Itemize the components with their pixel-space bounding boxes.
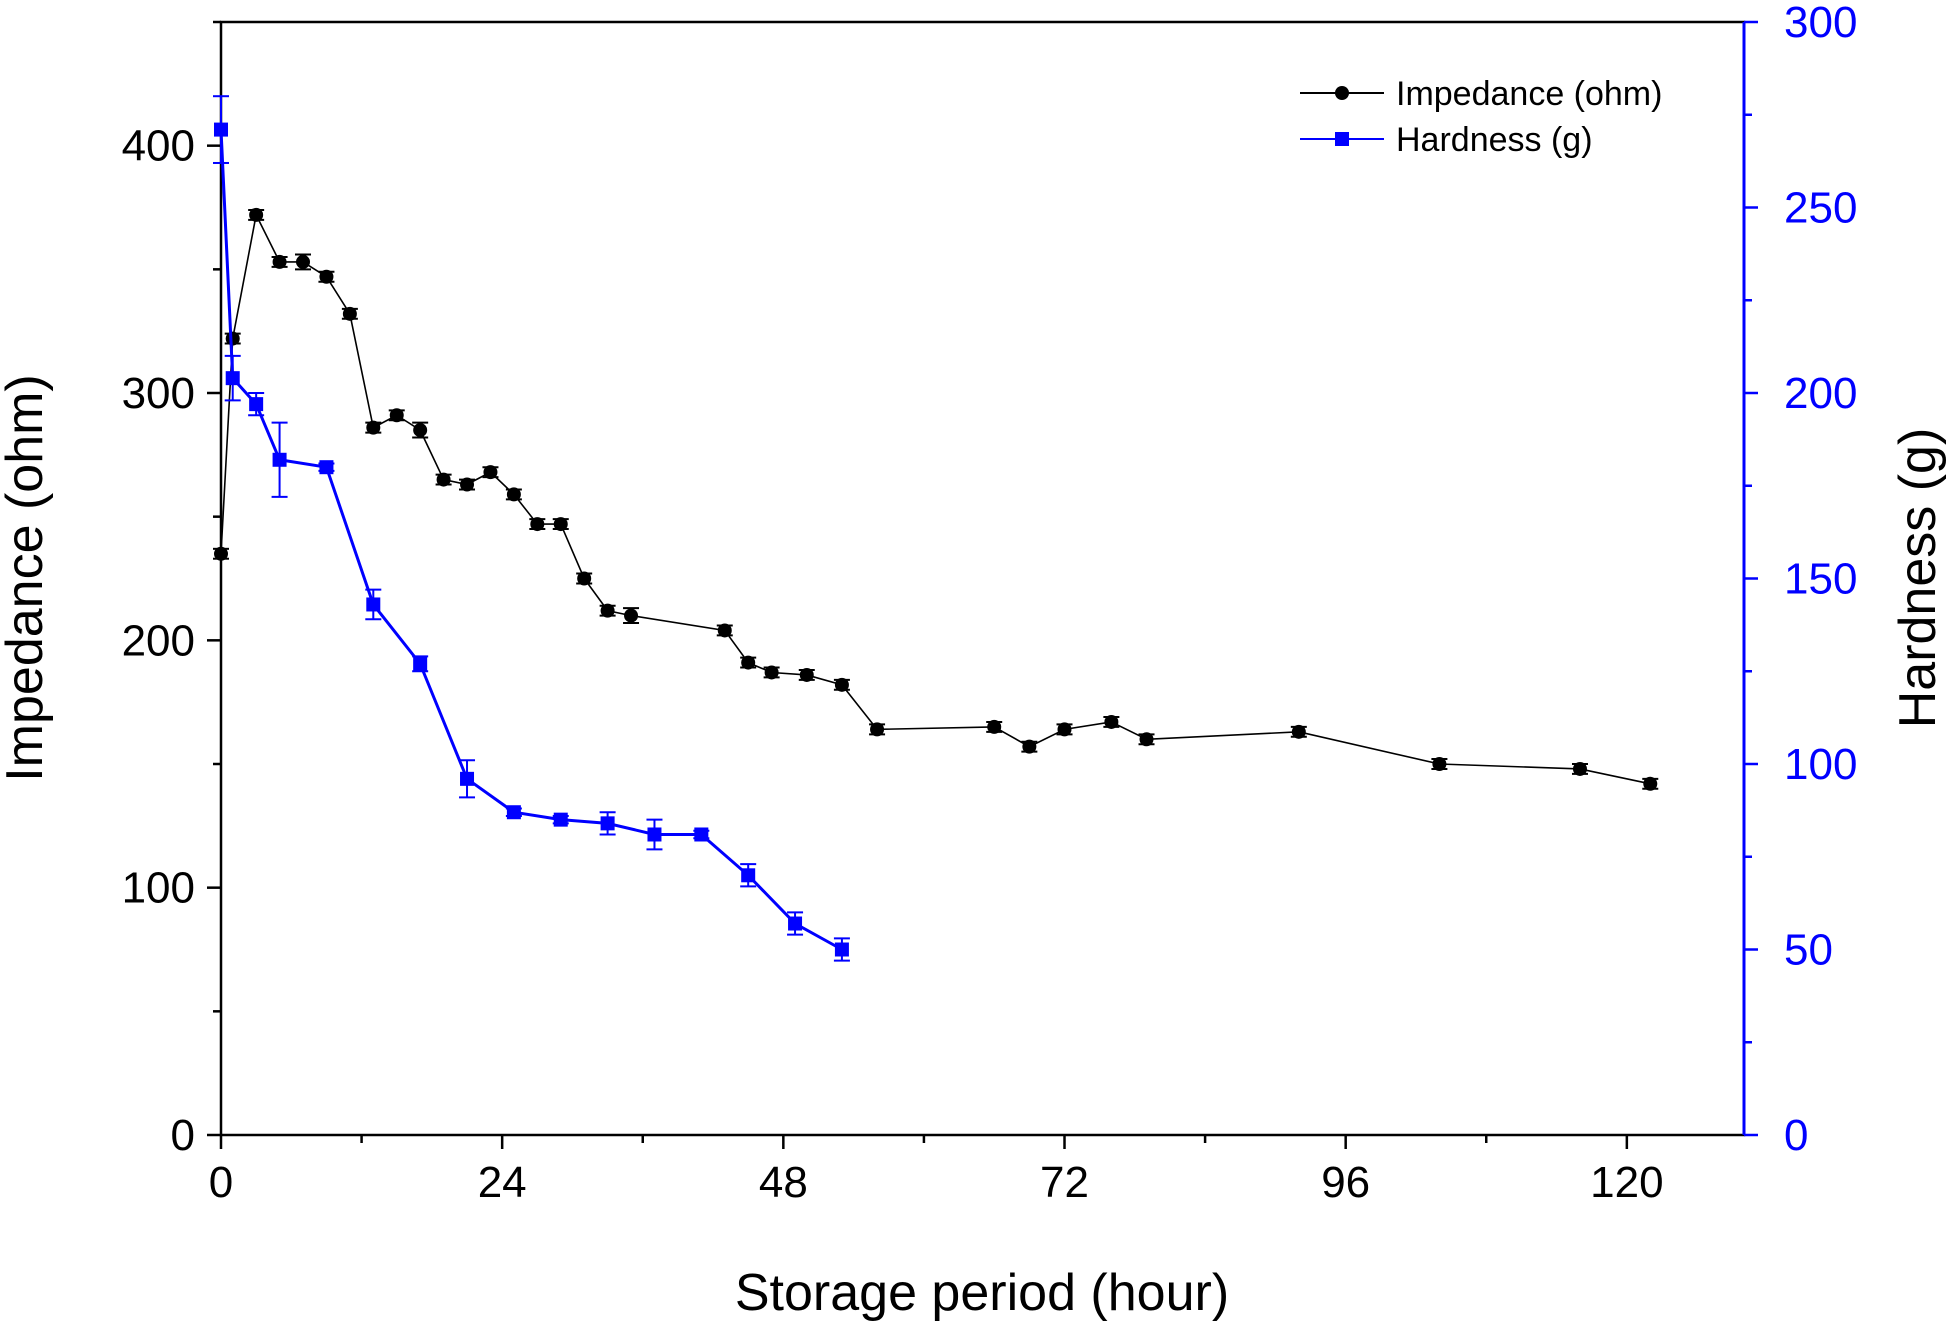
impedance-point xyxy=(319,269,334,284)
hardness-point xyxy=(694,827,709,842)
x-tick-label: 0 xyxy=(209,1158,233,1207)
left-tick-label: 400 xyxy=(122,122,195,171)
impedance-point xyxy=(1022,739,1037,754)
right-tick-label: 300 xyxy=(1784,0,1857,47)
impedance-point xyxy=(1057,722,1072,737)
left-axis-title: Impedance (ohm) xyxy=(0,374,54,782)
legend-hardness-marker xyxy=(1335,132,1349,146)
legend-hardness-label: Hardness (g) xyxy=(1396,121,1593,159)
hardness-point xyxy=(460,771,475,786)
hardness-point xyxy=(225,371,240,386)
axis-ticks: 0 24 48 72 96 120 0 100 200 300 400 0 50 100 150 200 250… xyxy=(122,0,1858,1207)
hardness-series xyxy=(213,95,850,962)
impedance-point xyxy=(214,546,228,561)
hardness-point xyxy=(553,812,568,827)
impedance-point xyxy=(506,487,521,502)
impedance-point xyxy=(577,571,592,586)
hardness-point xyxy=(214,122,228,137)
impedance-point xyxy=(272,254,287,269)
impedance-point xyxy=(342,306,357,321)
left-tick-label: 200 xyxy=(122,616,195,665)
impedance-point xyxy=(799,667,814,682)
impedance-point xyxy=(600,603,615,618)
impedance-point xyxy=(436,472,451,487)
impedance-point xyxy=(717,623,732,638)
right-axis-title: Hardness (g) xyxy=(1889,428,1947,729)
impedance-point xyxy=(870,722,885,737)
impedance-point xyxy=(296,254,311,269)
plot-border xyxy=(219,20,1746,1137)
impedance-point xyxy=(249,207,264,222)
impedance-point xyxy=(225,331,240,346)
legend: Impedance (ohm) Hardness (g) xyxy=(1300,75,1662,159)
hardness-point xyxy=(600,816,615,831)
legend-impedance-label: Impedance (ohm) xyxy=(1396,75,1662,113)
impedance-point xyxy=(1432,757,1447,771)
impedance-point xyxy=(389,408,404,423)
hardness-point xyxy=(366,597,381,612)
impedance-point xyxy=(1104,714,1119,729)
impedance-point xyxy=(764,665,779,680)
impedance-point xyxy=(530,517,545,532)
impedance-point xyxy=(624,608,639,623)
hardness-point xyxy=(272,452,287,467)
impedance-point xyxy=(460,477,475,492)
hardness-point xyxy=(506,805,521,820)
hardness-point xyxy=(319,460,334,475)
impedance-series xyxy=(213,207,1659,791)
impedance-point xyxy=(1139,732,1154,747)
hardness-point xyxy=(788,916,803,931)
right-tick-label: 250 xyxy=(1784,184,1857,233)
left-tick-label: 100 xyxy=(122,864,195,913)
impedance-point xyxy=(741,655,756,670)
left-tick-label: 300 xyxy=(122,369,195,418)
plot-frame xyxy=(219,20,1746,1137)
x-tick-label: 96 xyxy=(1321,1158,1370,1207)
impedance-point xyxy=(413,423,428,438)
hardness-point xyxy=(413,656,428,671)
impedance-point xyxy=(1291,724,1306,739)
impedance-point xyxy=(1572,761,1587,776)
x-tick-label: 24 xyxy=(478,1158,527,1207)
hardness-point xyxy=(741,868,756,883)
legend-impedance-marker xyxy=(1335,86,1349,100)
impedance-point xyxy=(553,517,568,532)
left-tick-label: 0 xyxy=(171,1111,195,1160)
right-tick-label: 100 xyxy=(1784,740,1857,789)
impedance-line xyxy=(220,212,1651,785)
series-layer xyxy=(213,95,1659,962)
impedance-point xyxy=(987,719,1002,734)
x-tick-label: 72 xyxy=(1040,1158,1089,1207)
hardness-point xyxy=(647,827,662,842)
right-tick-label: 50 xyxy=(1784,926,1833,975)
right-tick-label: 0 xyxy=(1784,1111,1808,1160)
hardness-point xyxy=(249,397,264,412)
right-tick-label: 200 xyxy=(1784,369,1857,418)
impedance-point xyxy=(366,420,381,435)
impedance-point xyxy=(483,465,498,480)
x-axis-title: Storage period (hour) xyxy=(735,1264,1229,1322)
x-tick-label: 120 xyxy=(1590,1158,1663,1207)
x-tick-label: 48 xyxy=(759,1158,808,1207)
right-tick-label: 150 xyxy=(1784,555,1857,604)
impedance-point xyxy=(834,677,849,692)
impedance-point xyxy=(1643,776,1658,791)
hardness-point xyxy=(834,942,849,957)
hardness-line xyxy=(219,129,843,951)
